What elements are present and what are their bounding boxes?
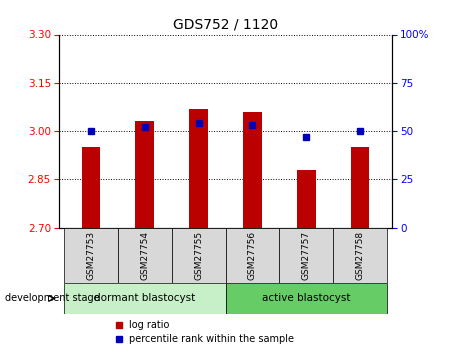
Bar: [297, 170, 316, 228]
Bar: [64, 228, 118, 283]
Bar: [279, 228, 333, 283]
Bar: [243, 112, 262, 228]
Text: GSM27756: GSM27756: [248, 231, 257, 280]
Bar: [351, 147, 369, 228]
Text: percentile rank within the sample: percentile rank within the sample: [129, 334, 294, 344]
Bar: [118, 228, 172, 283]
Bar: [64, 283, 226, 314]
Bar: [226, 283, 387, 314]
Title: GDS752 / 1120: GDS752 / 1120: [173, 18, 278, 32]
Bar: [172, 228, 226, 283]
Bar: [135, 121, 154, 228]
Bar: [82, 147, 101, 228]
Bar: [226, 228, 279, 283]
Text: GSM27755: GSM27755: [194, 231, 203, 280]
Text: GSM27758: GSM27758: [355, 231, 364, 280]
Text: log ratio: log ratio: [129, 320, 169, 330]
Text: active blastocyst: active blastocyst: [262, 294, 350, 303]
Bar: [189, 109, 208, 228]
Text: GSM27754: GSM27754: [140, 231, 149, 280]
Text: dormant blastocyst: dormant blastocyst: [94, 294, 195, 303]
Bar: [333, 228, 387, 283]
Text: GSM27757: GSM27757: [302, 231, 311, 280]
Text: GSM27753: GSM27753: [87, 231, 96, 280]
Text: development stage: development stage: [5, 294, 99, 303]
